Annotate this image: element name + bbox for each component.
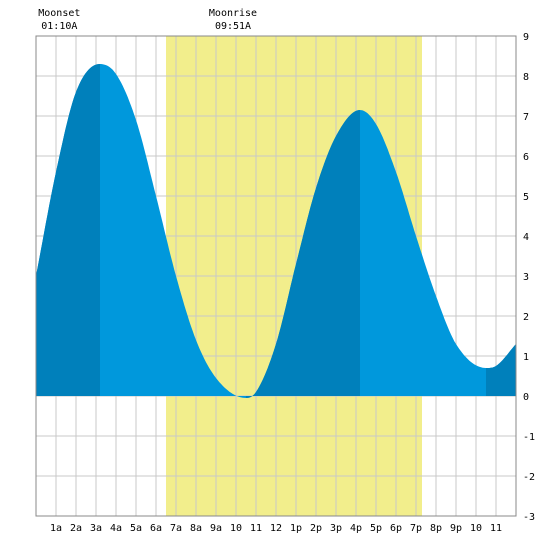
tide-area-dark-band	[246, 110, 360, 398]
x-tick-label: 6p	[390, 523, 402, 534]
moon-event-time: 09:51A	[215, 21, 251, 32]
x-tick-label: 10	[230, 523, 242, 534]
plot-frame	[35, 35, 517, 517]
y-tick-label: 5	[523, 192, 529, 203]
y-tick-label: 1	[523, 352, 529, 363]
x-tick-label: 4a	[110, 523, 122, 534]
x-tick-label: 4p	[350, 523, 362, 534]
y-axis: -3 -2 -1 0 1 2 3 4 5 6 7 8 9	[523, 32, 535, 523]
x-tick-label: 7p	[410, 523, 422, 534]
x-tick-label: 8p	[430, 523, 442, 534]
x-tick-label: 11	[490, 523, 502, 534]
x-tick-label: 3p	[330, 523, 342, 534]
y-tick-label: 2	[523, 312, 529, 323]
x-axis: 1a 2a 3a 4a 5a 6a 7a 8a 9a 10 11 12 1p 2p 3p 4p 5p 6p 7p 8p…	[50, 523, 502, 534]
x-tick-label: 6a	[150, 523, 162, 534]
x-tick-label: 8a	[190, 523, 202, 534]
x-tick-label: 2a	[70, 523, 82, 534]
moon-annotations: Moonset 01:10A Moonrise 09:51A	[38, 8, 257, 32]
y-tick-label: 8	[523, 72, 529, 83]
moon-event-time: 01:10A	[41, 21, 77, 32]
y-tick-label: 7	[523, 112, 529, 123]
x-tick-label: 5p	[370, 523, 382, 534]
y-tick-label: -2	[523, 472, 535, 483]
tide-area-dark-band	[486, 344, 516, 396]
x-tick-label: 7a	[170, 523, 182, 534]
x-tick-label: 1p	[290, 523, 302, 534]
y-tick-label: 3	[523, 272, 529, 283]
moon-event-label: Moonrise	[209, 8, 257, 19]
x-tick-label: 3a	[90, 523, 102, 534]
x-tick-label: 12	[270, 523, 282, 534]
y-tick-label: 0	[523, 392, 529, 403]
x-tick-label: 9a	[210, 523, 222, 534]
x-tick-label: 2p	[310, 523, 322, 534]
x-tick-label: 1a	[50, 523, 62, 534]
y-tick-label: 4	[523, 232, 529, 243]
x-tick-label: 10	[470, 523, 482, 534]
tide-area-fill	[36, 64, 516, 398]
x-tick-label: 5a	[130, 523, 142, 534]
x-tick-label: 11	[250, 523, 262, 534]
tide-area-dark-band	[36, 64, 100, 396]
x-tick-label: 9p	[450, 523, 462, 534]
moon-event-label: Moonset	[38, 8, 80, 19]
y-tick-label: -3	[523, 512, 535, 523]
tide-area	[36, 64, 516, 398]
y-tick-label: 9	[523, 32, 529, 43]
y-tick-label: -1	[523, 432, 535, 443]
y-tick-label: 6	[523, 152, 529, 163]
